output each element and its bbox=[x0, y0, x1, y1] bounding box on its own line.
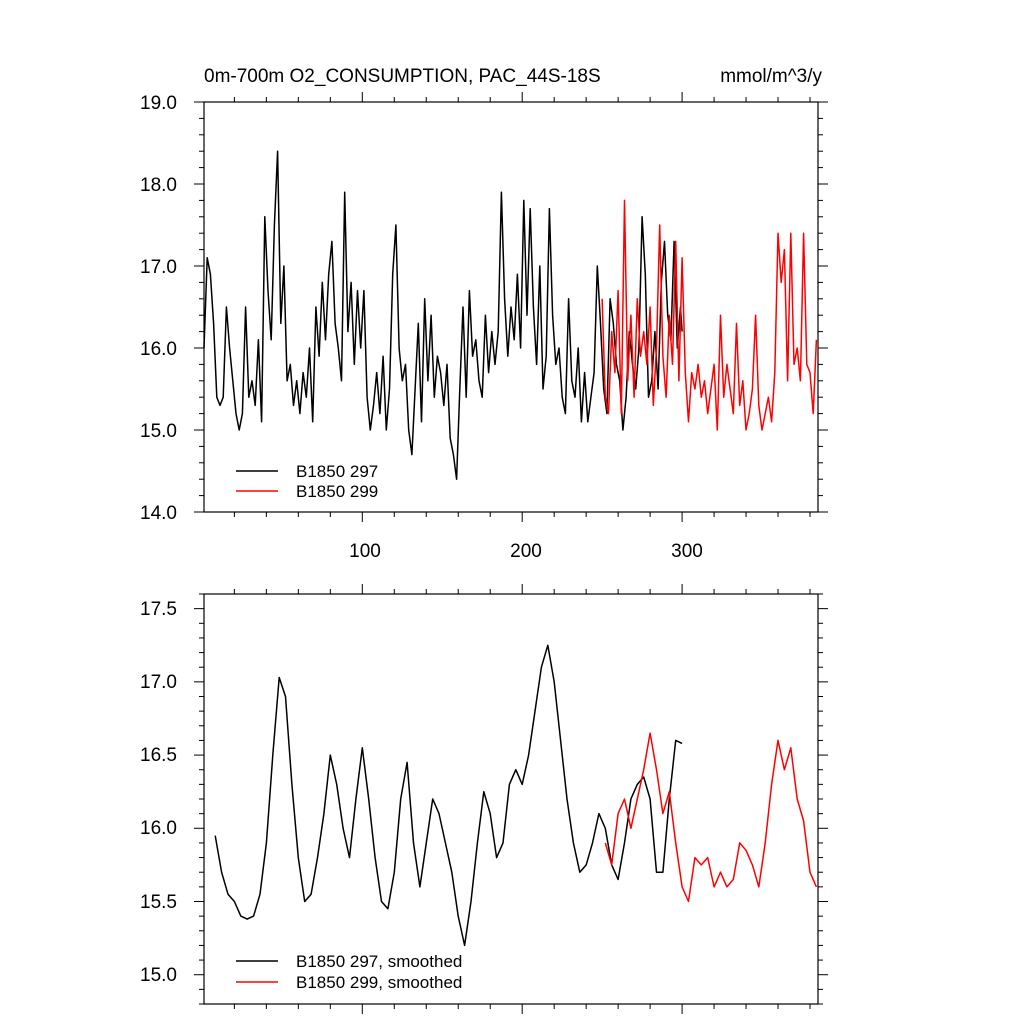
bottom-y-tick-label: 15.0 bbox=[140, 965, 177, 986]
top-y-tick-label: 17.0 bbox=[140, 257, 177, 278]
bottom-axis-ticks bbox=[194, 584, 828, 1014]
top-y-tick-label: 16.0 bbox=[140, 339, 177, 360]
top-y-tick-label: 15.0 bbox=[140, 421, 177, 442]
top-x-tick-label: 200 bbox=[510, 541, 542, 562]
top-plot-panel: 0m-700m O2_CONSUMPTION, PAC_44S-18S mmol… bbox=[140, 66, 828, 562]
series-line-b1850-297-smoothed bbox=[214, 644, 683, 947]
bottom-legend: B1850 297, smoothed B1850 299, smoothed bbox=[236, 952, 462, 992]
series-line-b1850-299-smoothed bbox=[604, 732, 818, 903]
bottom-plot-panel: 15.0 15.5 16.0 16.5 17.0 17.5 B1850 297,… bbox=[140, 584, 828, 1014]
top-axis-ticks bbox=[194, 92, 828, 522]
bottom-y-tick-label: 17.0 bbox=[140, 672, 177, 693]
legend-label-b1850-297: B1850 297 bbox=[296, 462, 378, 481]
series-line-b1850-299 bbox=[601, 199, 818, 431]
top-legend: B1850 297 B1850 299 bbox=[236, 462, 378, 501]
bottom-y-tick-label: 15.5 bbox=[140, 892, 177, 913]
top-series-group bbox=[203, 150, 818, 480]
top-y-tick-label: 19.0 bbox=[140, 93, 177, 114]
bottom-y-tick-label: 17.5 bbox=[140, 599, 177, 620]
top-plot-frame bbox=[203, 101, 819, 513]
top-x-tick-label: 300 bbox=[671, 541, 703, 562]
legend-label-b1850-299-smoothed: B1850 299, smoothed bbox=[296, 973, 462, 992]
bottom-y-tick-label: 16.5 bbox=[140, 745, 177, 766]
series-line-b1850-297 bbox=[203, 150, 683, 480]
bottom-y-tick-label: 16.0 bbox=[140, 818, 177, 839]
chart-title: 0m-700m O2_CONSUMPTION, PAC_44S-18S bbox=[204, 66, 601, 87]
chart-units: mmol/m^3/y bbox=[720, 66, 822, 87]
bottom-series-group bbox=[214, 644, 818, 947]
top-y-tick-label: 18.0 bbox=[140, 175, 177, 196]
bottom-plot-frame bbox=[203, 593, 819, 1005]
top-x-tick-label: 100 bbox=[349, 541, 381, 562]
legend-label-b1850-297-smoothed: B1850 297, smoothed bbox=[296, 952, 462, 971]
legend-label-b1850-299: B1850 299 bbox=[296, 482, 378, 501]
top-y-tick-label: 14.0 bbox=[140, 503, 177, 524]
